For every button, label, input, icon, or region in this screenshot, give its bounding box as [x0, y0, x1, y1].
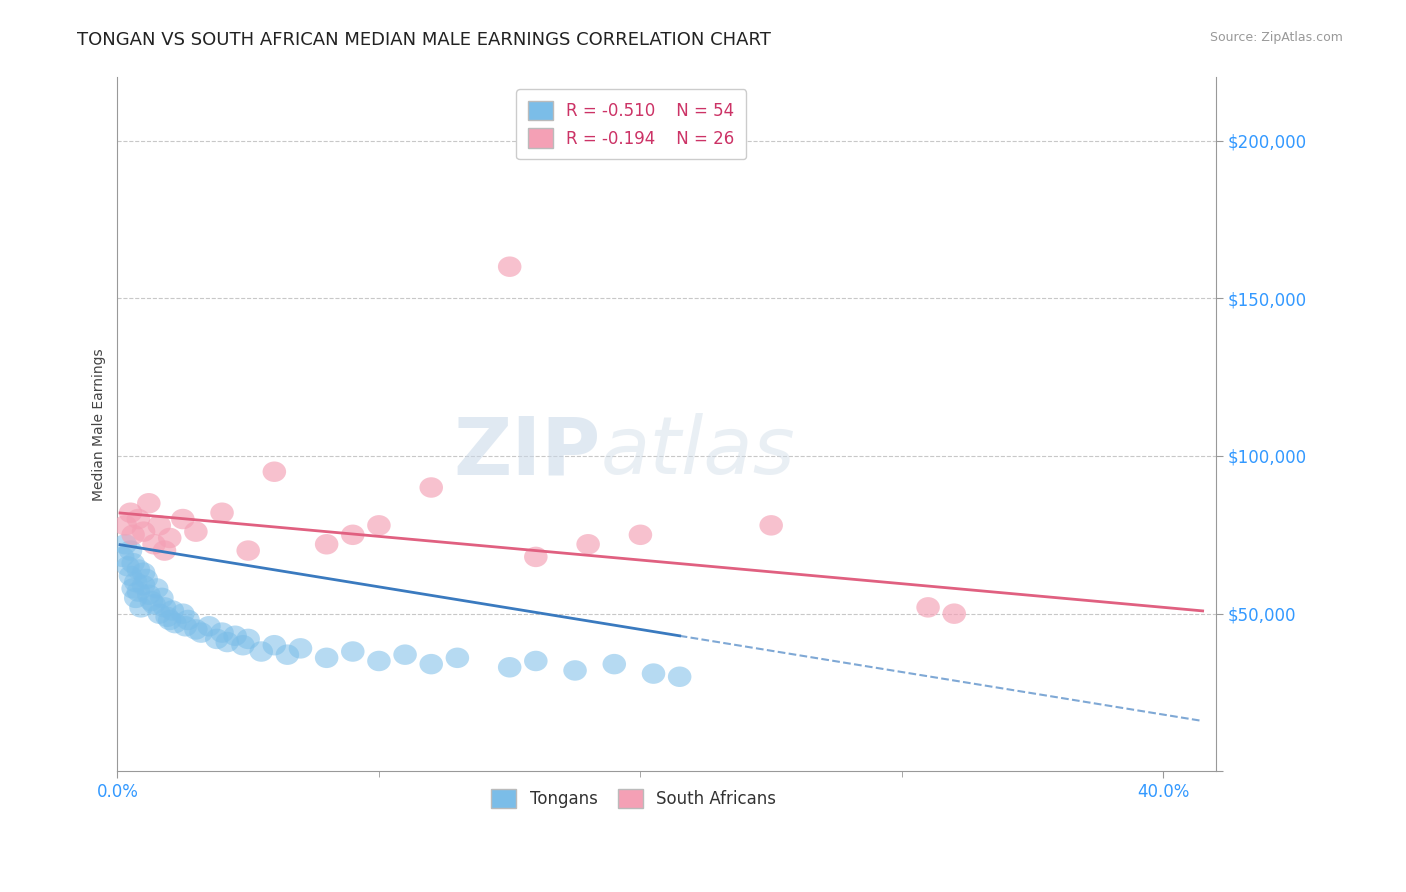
Ellipse shape	[917, 597, 939, 617]
Ellipse shape	[157, 528, 181, 549]
Ellipse shape	[315, 648, 339, 668]
Ellipse shape	[603, 654, 626, 674]
Ellipse shape	[276, 644, 299, 665]
Ellipse shape	[524, 547, 547, 567]
Ellipse shape	[342, 524, 364, 545]
Ellipse shape	[157, 610, 181, 631]
Ellipse shape	[163, 613, 187, 633]
Ellipse shape	[121, 578, 145, 599]
Ellipse shape	[197, 616, 221, 637]
Ellipse shape	[446, 648, 470, 668]
Ellipse shape	[136, 584, 160, 605]
Ellipse shape	[127, 582, 150, 602]
Ellipse shape	[142, 534, 166, 555]
Ellipse shape	[145, 578, 169, 599]
Ellipse shape	[127, 559, 150, 580]
Ellipse shape	[132, 575, 155, 596]
Ellipse shape	[132, 522, 155, 542]
Ellipse shape	[132, 563, 155, 582]
Ellipse shape	[419, 477, 443, 498]
Ellipse shape	[153, 597, 176, 617]
Ellipse shape	[155, 607, 179, 627]
Ellipse shape	[564, 660, 586, 681]
Ellipse shape	[121, 524, 145, 545]
Ellipse shape	[224, 625, 247, 646]
Ellipse shape	[942, 603, 966, 624]
Ellipse shape	[142, 594, 166, 615]
Ellipse shape	[139, 591, 163, 611]
Ellipse shape	[367, 651, 391, 672]
Ellipse shape	[118, 541, 142, 561]
Ellipse shape	[124, 588, 148, 608]
Ellipse shape	[211, 502, 233, 523]
Ellipse shape	[668, 666, 692, 687]
Ellipse shape	[148, 603, 172, 624]
Ellipse shape	[263, 635, 285, 656]
Ellipse shape	[641, 664, 665, 684]
Ellipse shape	[118, 502, 142, 523]
Ellipse shape	[628, 524, 652, 545]
Ellipse shape	[367, 515, 391, 535]
Text: Source: ZipAtlas.com: Source: ZipAtlas.com	[1209, 31, 1343, 45]
Ellipse shape	[129, 597, 153, 617]
Ellipse shape	[184, 522, 208, 542]
Ellipse shape	[117, 556, 139, 576]
Ellipse shape	[121, 553, 145, 574]
Text: atlas: atlas	[600, 413, 796, 491]
Ellipse shape	[759, 515, 783, 535]
Y-axis label: Median Male Earnings: Median Male Earnings	[93, 348, 107, 500]
Ellipse shape	[315, 534, 339, 555]
Ellipse shape	[249, 641, 273, 662]
Ellipse shape	[150, 588, 174, 608]
Ellipse shape	[160, 600, 184, 621]
Ellipse shape	[114, 534, 136, 555]
Legend: Tongans, South Africans: Tongans, South Africans	[485, 782, 783, 815]
Ellipse shape	[215, 632, 239, 652]
Text: TONGAN VS SOUTH AFRICAN MEDIAN MALE EARNINGS CORRELATION CHART: TONGAN VS SOUTH AFRICAN MEDIAN MALE EARN…	[77, 31, 772, 49]
Ellipse shape	[114, 515, 136, 535]
Ellipse shape	[190, 623, 212, 643]
Ellipse shape	[136, 493, 160, 514]
Ellipse shape	[176, 610, 200, 631]
Text: ZIP: ZIP	[453, 413, 600, 491]
Ellipse shape	[211, 623, 233, 643]
Ellipse shape	[172, 603, 194, 624]
Ellipse shape	[236, 629, 260, 649]
Ellipse shape	[153, 541, 176, 561]
Ellipse shape	[184, 619, 208, 640]
Ellipse shape	[236, 541, 260, 561]
Ellipse shape	[127, 508, 150, 529]
Ellipse shape	[124, 572, 148, 592]
Ellipse shape	[342, 641, 364, 662]
Ellipse shape	[419, 654, 443, 674]
Ellipse shape	[498, 256, 522, 277]
Ellipse shape	[498, 657, 522, 678]
Ellipse shape	[231, 635, 254, 656]
Ellipse shape	[524, 651, 547, 672]
Ellipse shape	[263, 461, 285, 482]
Ellipse shape	[118, 566, 142, 586]
Ellipse shape	[288, 638, 312, 658]
Ellipse shape	[205, 629, 229, 649]
Ellipse shape	[135, 569, 157, 590]
Ellipse shape	[111, 547, 135, 567]
Ellipse shape	[148, 515, 172, 535]
Ellipse shape	[172, 508, 194, 529]
Ellipse shape	[576, 534, 600, 555]
Ellipse shape	[394, 644, 416, 665]
Ellipse shape	[174, 616, 197, 637]
